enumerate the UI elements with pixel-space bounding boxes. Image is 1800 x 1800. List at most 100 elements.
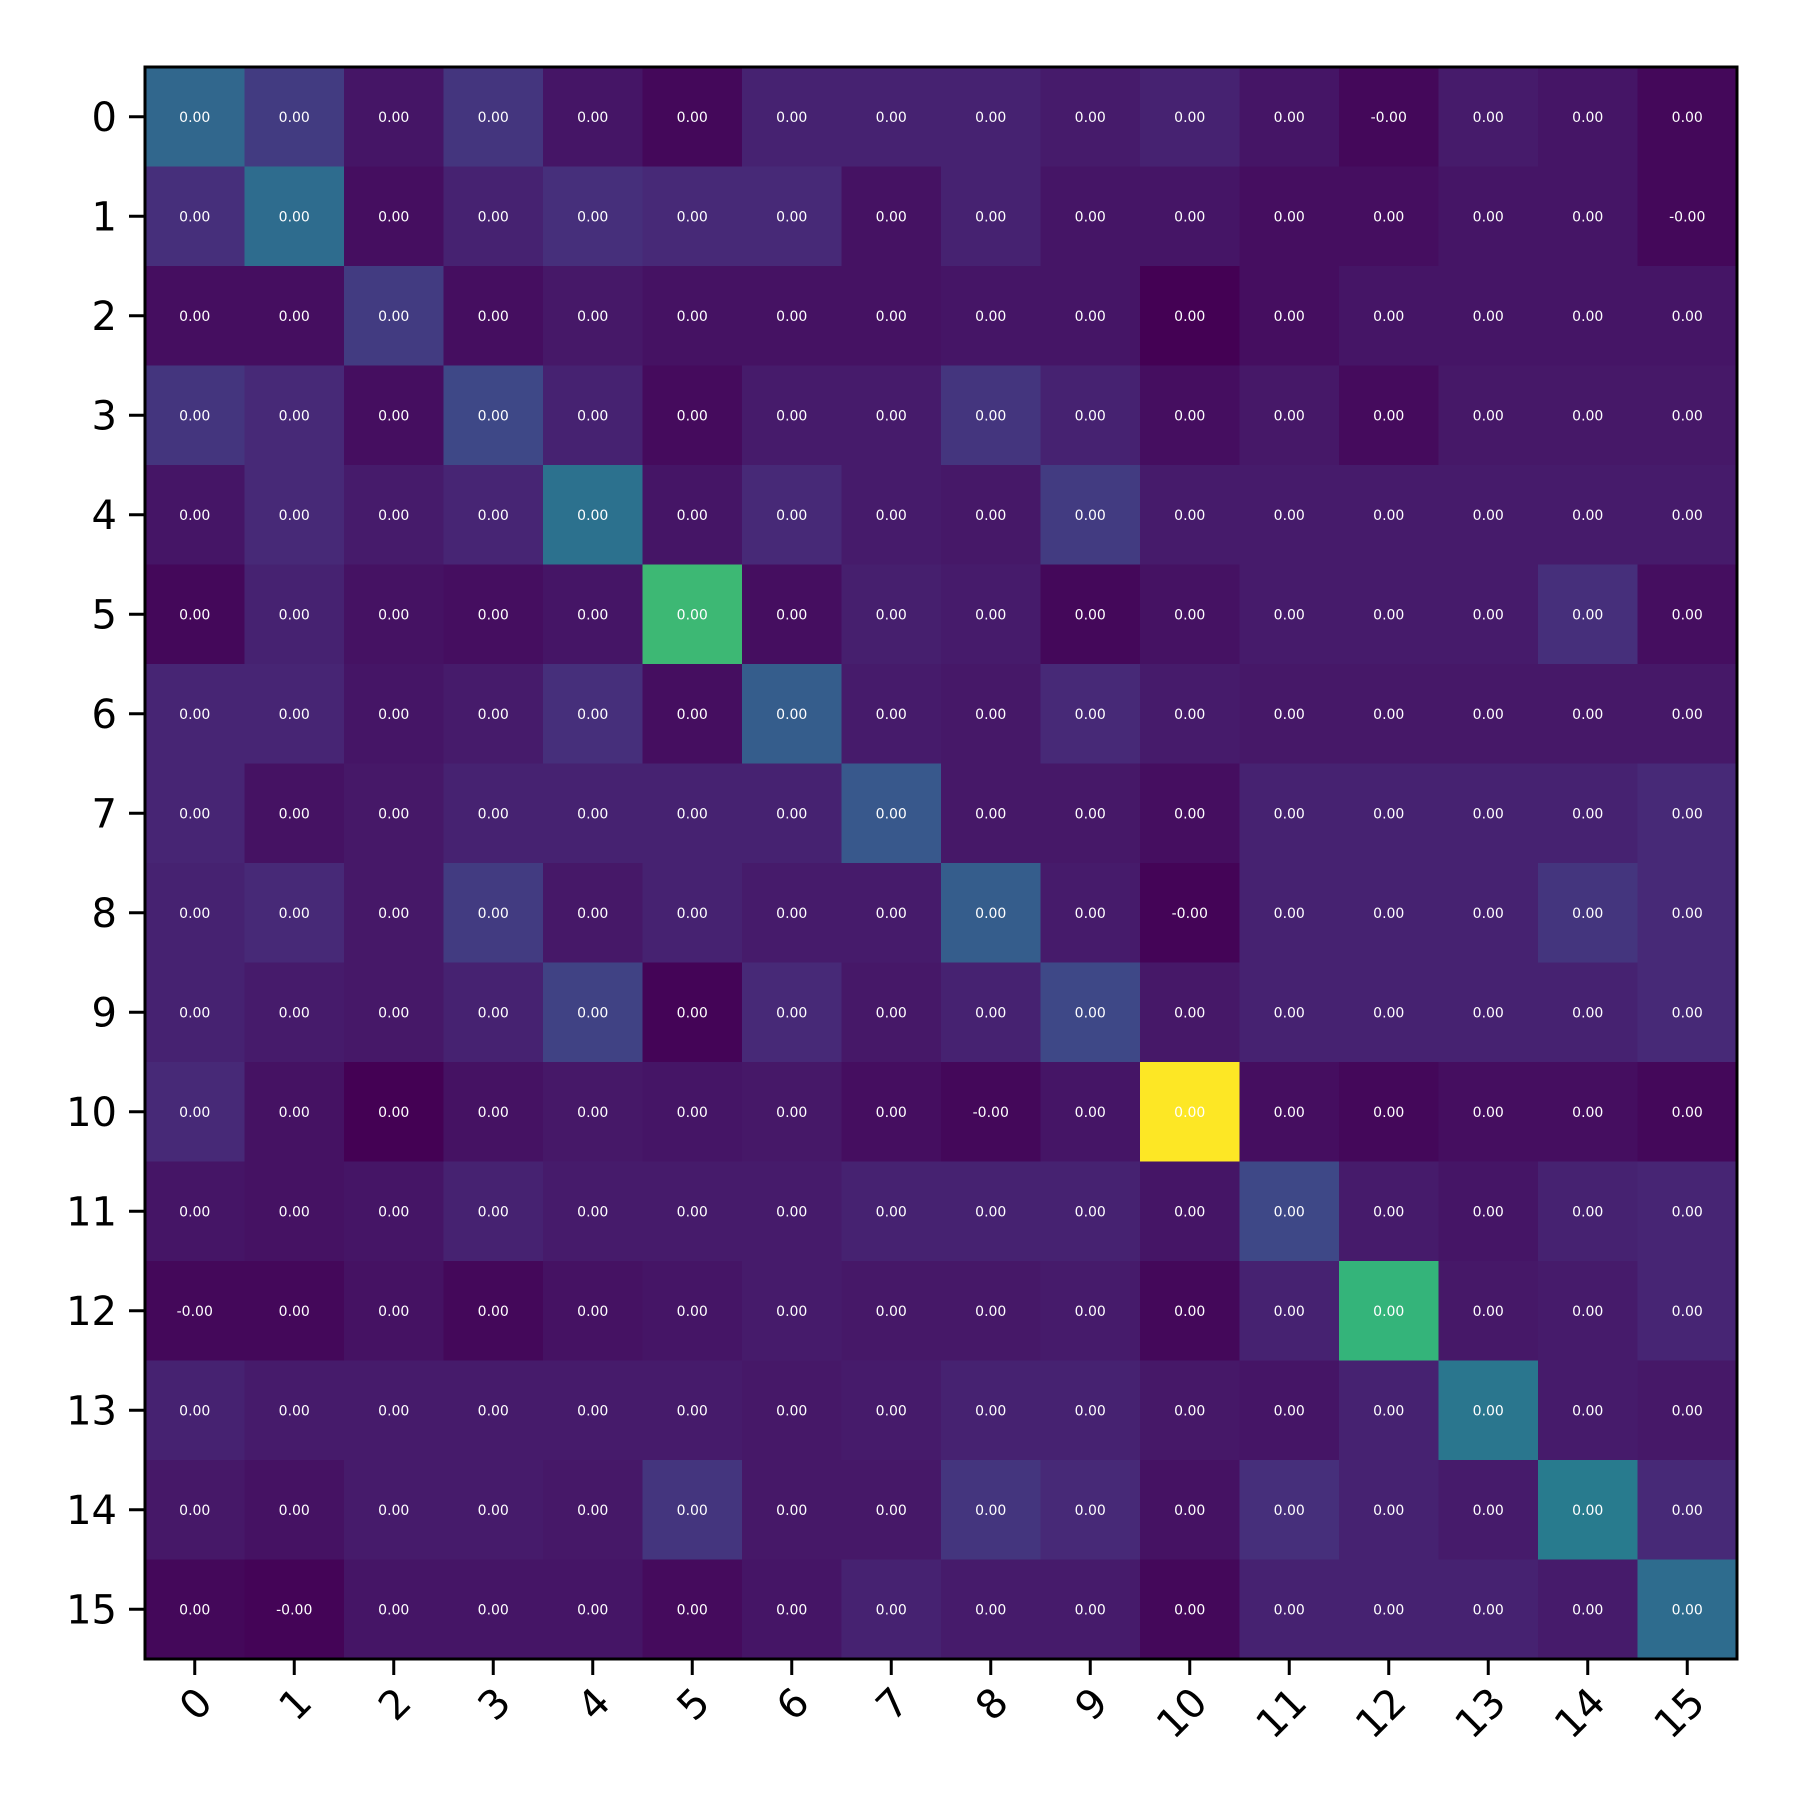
cell-value-label: 0.00 [179,1204,210,1220]
cell-value-label: 0.00 [1075,1304,1106,1320]
cell-value-label: 0.00 [1473,508,1504,524]
cell-value-label: 0.00 [279,508,310,524]
cell-value-label: 0.00 [577,1602,608,1618]
cell-value-label: 0.00 [179,309,210,325]
cell-value-label: 0.00 [1274,1602,1305,1618]
heatmap-cell [145,763,245,864]
heatmap-cell [443,166,544,267]
cell-value-label: 0.00 [279,1204,310,1220]
heatmap-cell [543,664,643,764]
cell-value-label: 0.00 [1075,110,1106,126]
heatmap-cell [1637,67,1738,167]
cell-value-label: 0.00 [1274,806,1305,822]
cell-value-label: 0.00 [876,906,907,922]
heatmap-cell [244,1460,345,1560]
heatmap-cell [742,365,842,466]
cell-value-label: 0.00 [1174,1105,1205,1121]
heatmap-cell [1339,1062,1439,1162]
heatmap-cell [145,1460,245,1560]
heatmap-cell [145,1062,245,1162]
cell-value-label: 0.00 [876,1503,907,1519]
cell-value-label: 0.00 [378,806,409,822]
cell-value-label: 0.00 [776,1403,807,1419]
cell-value-label: 0.00 [1572,1304,1603,1320]
heatmap-cell [1040,465,1141,565]
heatmap-cell [1438,266,1539,366]
heatmap-cell [543,763,643,864]
cell-value-label: 0.00 [1373,1005,1404,1021]
cell-value-label: 0.00 [975,1204,1006,1220]
cell-value-label: 0.00 [478,906,509,922]
heatmap-cell [244,465,345,565]
heatmap-cell [1339,1360,1439,1461]
heatmap-cell [841,1161,942,1262]
heatmap-cell [841,1261,942,1361]
heatmap-cell [1438,166,1539,267]
heatmap-cell [1538,1559,1638,1660]
heatmap-cell [941,1062,1041,1162]
heatmap-cell [1438,1261,1539,1361]
cell-value-label: 0.00 [279,1005,310,1021]
heatmap-cell [1538,67,1638,167]
heatmap-cell [1538,465,1638,565]
heatmap-cell [1140,863,1240,963]
heatmap-cell [841,962,942,1063]
cell-value-label: 0.00 [1572,1503,1603,1519]
cell-value-label: 0.00 [577,1503,608,1519]
heatmap-cell [1637,1062,1738,1162]
heatmap-cell [742,1261,842,1361]
cell-value-label: 0.00 [577,508,608,524]
cell-value-label: 0.00 [776,707,807,723]
cell-value-label: 0.00 [975,1005,1006,1021]
cell-value-label: 0.00 [1473,906,1504,922]
heatmap-cell [642,266,743,366]
cell-value-label: 0.00 [1373,1403,1404,1419]
cell-value-label: 0.00 [1572,309,1603,325]
cell-value-label: 0.00 [975,408,1006,424]
heatmap-cell [1538,962,1638,1063]
heatmap-cell [543,564,643,665]
heatmap-cell [1438,763,1539,864]
cell-value-label: 0.00 [577,209,608,225]
heatmap-cell [1140,365,1240,466]
cell-value-label: 0.00 [975,1304,1006,1320]
cell-value-label: 0.00 [975,806,1006,822]
cell-value-label: 0.00 [378,1304,409,1320]
cell-value-label: 0.00 [1075,1204,1106,1220]
cell-value-label: 0.00 [179,707,210,723]
heatmap-cell [244,863,345,963]
cell-value-label: 0.00 [1075,707,1106,723]
heatmap-cell [1538,1062,1638,1162]
heatmap-cell [543,465,643,565]
cell-value-label: 0.00 [1075,1005,1106,1021]
cell-value-label: 0.00 [677,209,708,225]
heatmap-cell [1140,763,1240,864]
cell-value-label: 0.00 [577,309,608,325]
heatmap-cell [1339,863,1439,963]
cell-value-label: 0.00 [1373,1105,1404,1121]
heatmap-cell [443,763,544,864]
cell-value-label: 0.00 [1473,607,1504,623]
heatmap-cell [344,962,444,1063]
cell-value-label: 0.00 [179,906,210,922]
cell-value-label: 0.00 [577,607,608,623]
cell-value-label: 0.00 [1473,1602,1504,1618]
heatmap-cell [841,664,942,764]
cell-value-label: 0.00 [1075,906,1106,922]
heatmap-cell [642,1360,743,1461]
y-tick-label: 8 [92,891,117,937]
cell-value-label: 0.00 [179,1602,210,1618]
heatmap-cell [344,1460,444,1560]
cell-value-label: 0.00 [279,607,310,623]
heatmap-cell [1438,67,1539,167]
heatmap-cell [1040,1360,1141,1461]
heatmap-cell [1140,1161,1240,1262]
cell-value-label: 0.00 [776,1005,807,1021]
cell-value-label: 0.00 [179,110,210,126]
heatmap-cell [543,1161,643,1262]
heatmap-cell [1040,664,1141,764]
heatmap-cell [443,1559,544,1660]
heatmap-cell [642,166,743,267]
heatmap-cell [443,564,544,665]
heatmap-cell [642,1261,743,1361]
